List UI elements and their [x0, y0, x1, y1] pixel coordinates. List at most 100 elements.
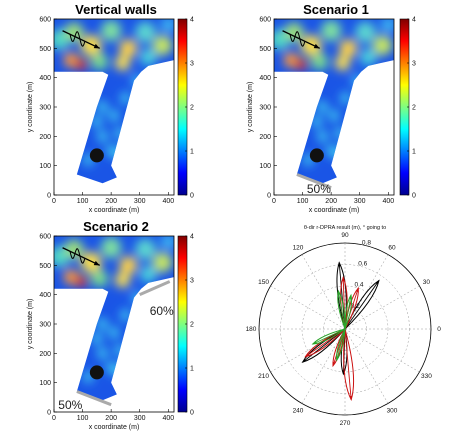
y-tick-label: 300: [259, 105, 271, 112]
x-tick-label: 300: [134, 415, 146, 422]
colorbar-tick-label: 2: [190, 322, 194, 329]
x-tick-label: 0: [272, 198, 276, 205]
panel-title: Scenario 2: [83, 219, 149, 234]
polar-arrow-head: [312, 341, 317, 344]
y-axis-label: y coordinate (m): [27, 82, 34, 133]
wave-arrow-head: [93, 260, 100, 266]
polar-angle-label: 150: [258, 279, 269, 286]
y-tick-label: 200: [39, 351, 51, 358]
x-tick-label: 100: [77, 415, 89, 422]
polar-angle-label: 210: [258, 373, 269, 380]
x-tick-label: 400: [162, 415, 174, 422]
x-tick-label: 100: [297, 198, 309, 205]
wave-arrow-head: [93, 43, 100, 49]
x-tick-label: 200: [105, 198, 117, 205]
y-tick-label: 200: [259, 134, 271, 141]
polar-arrow: [344, 280, 380, 330]
polar-arrow-head: [302, 358, 307, 363]
polar-angle-label: 0: [437, 326, 441, 333]
polar-arrow-head: [348, 295, 352, 299]
colorbar-tick-label: 3: [190, 278, 194, 285]
colorbar-tick-label: 0: [190, 410, 194, 417]
y-tick-label: 400: [39, 292, 51, 299]
colorbar-tick-label: 0: [412, 193, 416, 200]
polar-arrow: [337, 290, 346, 330]
x-axis-label: x coordinate (m): [309, 207, 360, 214]
polar-arrow: [344, 328, 352, 400]
x-tick-label: 200: [105, 415, 117, 422]
colorbar-tick-label: 4: [190, 234, 194, 241]
heatmap-panel-scenario-1: Scenario 1 0 100 200 300 400 0 100 200 300 400 500…: [247, 2, 416, 214]
wave-direction-arrow: [62, 30, 100, 49]
polar-arrow-head: [338, 262, 342, 267]
polar-angle-label: 300: [387, 407, 398, 414]
polar-title: θ-dir r-DPRA result (m), ° going to: [304, 225, 386, 231]
sea-ball-marker: [89, 365, 104, 380]
polar-angle-label: 60: [388, 245, 396, 252]
wave-squiggle: [289, 31, 306, 47]
x-axis-label: x coordinate (m): [89, 207, 140, 214]
y-tick-label: 500: [39, 263, 51, 270]
x-tick-label: 400: [382, 198, 394, 205]
y-tick-label: 0: [47, 193, 51, 200]
colorbar-tick-label: 2: [190, 105, 194, 112]
polar-angle-label: 240: [293, 407, 304, 414]
y-axis-label: y coordinate (m): [27, 299, 34, 350]
x-tick-label: 200: [325, 198, 337, 205]
y-tick-label: 600: [259, 17, 271, 24]
wave-direction-arrow: [62, 247, 100, 266]
x-tick-label: 0: [52, 198, 56, 205]
polar-angle-label: 90: [341, 232, 349, 239]
heatmap-field: [54, 236, 174, 401]
y-tick-label: 500: [39, 46, 51, 53]
polar-arrow: [344, 295, 352, 330]
polar-arrow-head: [349, 395, 353, 400]
x-tick-label: 300: [134, 198, 146, 205]
heatmap-panel-scenario-2: Scenario 2 0 100 200 300 400 0 100 200 300 400 500…: [27, 219, 194, 431]
polar-panel: θ-dir r-DPRA result (m), ° going to 0 30 6…: [246, 225, 443, 429]
panel-title: Vertical walls: [75, 2, 157, 17]
y-axis-label: y coordinate (m): [247, 82, 254, 133]
polar-arrow-head: [332, 361, 336, 366]
polar-arrow: [312, 328, 346, 345]
heatmap-field: [54, 19, 174, 184]
colorbar-tick-label: 3: [412, 61, 416, 68]
polar-arrow-head: [341, 277, 345, 282]
polar-radial-label: 0.6: [358, 260, 367, 267]
polar-radial-label: 0.4: [354, 282, 363, 289]
polar-arrow: [338, 262, 346, 330]
x-tick-label: 400: [162, 198, 174, 205]
y-tick-label: 600: [39, 17, 51, 24]
sea-ball-marker: [89, 148, 104, 163]
colorbar-tick-label: 1: [412, 149, 416, 156]
polar-angle-label: 330: [421, 373, 432, 380]
sea-ball-marker: [309, 148, 324, 163]
colorbar-tick-label: 1: [190, 149, 194, 156]
y-tick-label: 0: [47, 410, 51, 417]
absorption-label-50: 50%: [307, 182, 331, 196]
y-tick-label: 0: [267, 193, 271, 200]
polar-radial-label: 0.8: [362, 239, 371, 246]
absorbing-wall-50: [76, 390, 112, 407]
polar-angle-label: 120: [293, 245, 304, 252]
polar-angle-label: 180: [246, 326, 257, 333]
polar-arrow-head: [336, 356, 340, 361]
polar-arrow-head: [375, 280, 379, 285]
polar-angle-label: 30: [423, 279, 431, 286]
polar-arrow-head: [337, 290, 341, 295]
panel-title: Scenario 1: [303, 2, 369, 17]
colorbar-tick-label: 3: [190, 61, 194, 68]
y-tick-label: 200: [39, 134, 51, 141]
polar-arrow-head: [355, 288, 359, 293]
y-tick-label: 400: [39, 75, 51, 82]
absorption-label-60: 60%: [150, 304, 174, 318]
absorbing-wall-50: [296, 173, 332, 190]
polar-arrow: [302, 328, 346, 363]
absorption-label-50: 50%: [58, 398, 82, 412]
polar-arrow: [336, 328, 346, 361]
heatmap-panel-vertical-walls: Vertical walls 0 100 200 300 400010020030040…: [27, 2, 194, 214]
y-tick-label: 600: [39, 234, 51, 241]
y-tick-label: 300: [39, 105, 51, 112]
colorbar-tick-label: 4: [412, 17, 416, 24]
